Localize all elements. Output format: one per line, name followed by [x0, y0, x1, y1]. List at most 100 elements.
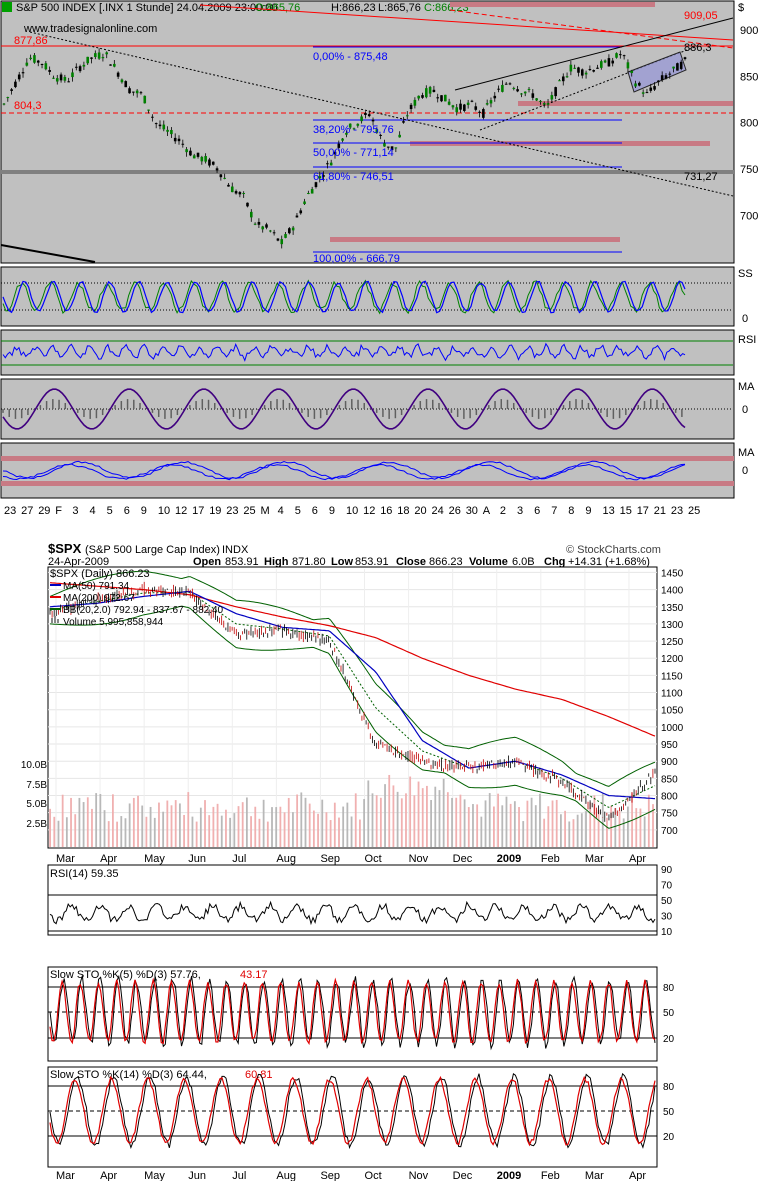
top-price-bar — [295, 215, 299, 218]
symbol-name: (S&P 500 Large Cap Index) — [85, 544, 220, 556]
top-price-bar — [386, 146, 390, 148]
low-label: Low — [331, 556, 353, 568]
top-date-tick: 13 — [603, 505, 615, 517]
top-price-bar — [52, 77, 55, 79]
top-price-bar — [588, 69, 592, 71]
top-price-bar — [478, 111, 481, 114]
top-price-bar — [200, 156, 204, 162]
sto14-d: 60.81 — [245, 1069, 273, 1081]
top-price-bar — [55, 78, 59, 82]
top-price-bar — [356, 123, 360, 126]
sto5-d: 43.17 — [240, 969, 268, 981]
top-price-bar — [181, 143, 185, 145]
volume-bar — [459, 794, 462, 847]
volume-bar — [333, 802, 336, 847]
month-tick: Feb — [541, 853, 560, 865]
volume-bar — [618, 810, 621, 847]
month-tick-bottom: Jul — [232, 1170, 246, 1181]
volume-bar — [585, 811, 587, 847]
volume-bar — [543, 818, 546, 847]
spx-price-tick: 750 — [661, 809, 678, 820]
volume-bar — [95, 793, 98, 847]
top-price-bar — [74, 66, 78, 68]
volume-bar — [622, 818, 625, 847]
watermark: www.tradesignalonline.com — [23, 23, 157, 35]
volume-bar — [103, 810, 106, 847]
top-price-bar — [634, 83, 637, 87]
volume-bar — [237, 806, 240, 847]
top-price-bar — [436, 97, 440, 99]
volume-bar — [174, 800, 177, 847]
month-tick-bottom: Apr — [629, 1170, 646, 1181]
month-tick: May — [144, 853, 165, 865]
volume-bar — [225, 809, 227, 847]
top-price-bar — [375, 129, 379, 133]
sto-zero: 0 — [742, 313, 748, 325]
top-price-bar — [333, 151, 337, 155]
legend-ma200: MA(200) 972.67 — [63, 593, 135, 604]
volume-bar — [317, 813, 319, 847]
volume-bar — [266, 821, 269, 847]
volume-bar — [568, 821, 571, 847]
top-price-bar — [413, 99, 417, 106]
volume-bar — [493, 806, 495, 847]
volume-bar — [70, 797, 72, 847]
legend-volume: Volume 5,995,858,944 — [63, 617, 164, 628]
volume-bar — [292, 812, 294, 847]
top-price-bar — [204, 156, 207, 162]
spx-price-tick: 900 — [661, 757, 678, 768]
spx-price-tick: 950 — [661, 740, 678, 751]
volume-bar — [132, 797, 135, 847]
close-value: 866.23 — [429, 556, 463, 568]
volume-bar — [472, 804, 474, 847]
volume-bar — [91, 808, 93, 847]
month-tick-bottom: Apr — [100, 1170, 117, 1181]
top-date-tick: 2 — [500, 505, 506, 517]
spx-price-tick: 850 — [661, 774, 678, 785]
volume-bar — [530, 797, 533, 847]
volume-bar — [141, 805, 144, 847]
top-price-bar — [379, 134, 382, 136]
top-date-tick: 7 — [551, 505, 557, 517]
top-price-bar — [367, 114, 371, 117]
top-price-bar — [432, 89, 436, 93]
top-price-bar — [447, 101, 451, 105]
month-tick: Mar — [56, 853, 75, 865]
volume-bar — [572, 819, 575, 847]
top-price-bar — [265, 224, 268, 228]
top-date-tick: 10 — [158, 505, 170, 517]
top-price-bar — [672, 66, 675, 69]
top-price-bar — [132, 91, 135, 93]
top-price-bar — [451, 105, 455, 108]
volume-label: Volume — [469, 556, 508, 568]
level-877: 877,86 — [14, 35, 48, 47]
volume-tick: 2.5B — [26, 819, 47, 830]
volume-bar — [576, 814, 579, 847]
top-price-bar — [398, 134, 401, 138]
volume-bar — [279, 806, 282, 847]
top-price-bar — [192, 155, 196, 159]
top-date-tick: 12 — [363, 505, 375, 517]
top-price-bar — [649, 87, 653, 91]
volume-bar — [652, 804, 654, 847]
top-price-bar — [470, 100, 474, 102]
top-price-bar — [360, 116, 363, 122]
top-price-bar — [459, 103, 462, 110]
top-price-bar — [2, 103, 6, 105]
top-price-bar — [679, 61, 683, 69]
top-date-tick: 17 — [637, 505, 649, 517]
top-price-bar — [615, 53, 618, 58]
volume-bar — [488, 793, 491, 847]
volume-bar — [149, 806, 152, 847]
volume-bar — [74, 814, 77, 847]
top-price-bar — [322, 175, 325, 177]
top-price-bar — [569, 64, 573, 72]
volume-bar — [647, 794, 650, 847]
month-tick: Dec — [453, 853, 473, 865]
spx-price-tick: 1400 — [661, 586, 684, 597]
volume-bar — [363, 799, 366, 847]
top-price-bar — [444, 94, 447, 102]
top-price-bar — [657, 80, 660, 83]
volume-bar — [137, 795, 139, 847]
top-price-bar — [6, 97, 10, 99]
